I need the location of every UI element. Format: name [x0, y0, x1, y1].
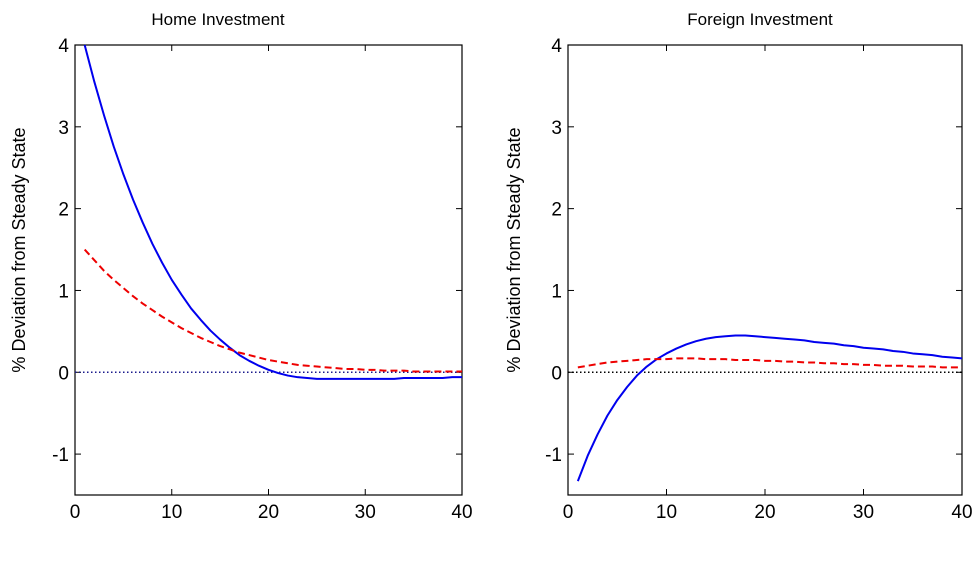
home-investment-chart: Home Investment % Deviation from Steady …: [9, 10, 473, 523]
chart-title: Home Investment: [151, 10, 284, 29]
y-tick-label: 4: [58, 36, 69, 57]
x-tick-label: 20: [754, 502, 775, 523]
x-tick-label: 40: [451, 502, 472, 523]
axes-frame: [74, 44, 463, 496]
dashed-series-line: [577, 357, 962, 369]
x-tick-label: 10: [656, 502, 677, 523]
x-tick-label: 30: [853, 502, 874, 523]
y-axis-label: % Deviation from Steady State: [504, 127, 524, 372]
y-tick-label: 0: [58, 363, 69, 384]
y-tick-label: 3: [551, 118, 562, 139]
solid-series-line: [576, 334, 963, 482]
y-tick-label: 1: [551, 281, 562, 302]
axes-frame: [567, 44, 963, 496]
x-tick-label: 30: [355, 502, 376, 523]
y-tick-label: -1: [545, 445, 562, 466]
y-tick-label: 4: [551, 36, 562, 57]
y-tick-label: 3: [58, 118, 69, 139]
x-tick-label: 0: [70, 502, 81, 523]
x-tick-label: 20: [258, 502, 279, 523]
x-tick-label: 40: [951, 502, 972, 523]
solid-series-line: [83, 44, 462, 380]
chart-title: Foreign Investment: [687, 10, 833, 29]
y-tick-label: 2: [58, 200, 69, 221]
y-tick-label: 2: [551, 200, 562, 221]
x-tick-label: 0: [563, 502, 574, 523]
dashed-series-line: [83, 248, 462, 373]
y-tick-label: -1: [52, 445, 69, 466]
x-tick-label: 10: [161, 502, 182, 523]
y-tick-label: 0: [551, 363, 562, 384]
y-axis-label: % Deviation from Steady State: [9, 127, 29, 372]
y-tick-label: 1: [58, 281, 69, 302]
foreign-investment-chart: Foreign Investment % Deviation from Stea…: [504, 10, 973, 523]
